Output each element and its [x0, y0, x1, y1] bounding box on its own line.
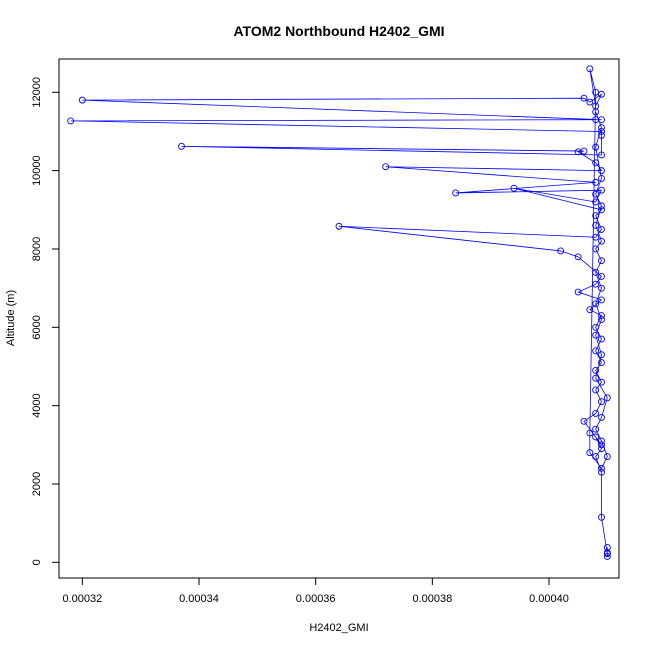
data-point: [598, 186, 605, 194]
y-tick-label: 0: [31, 559, 43, 565]
data-point: [592, 222, 600, 229]
x-tick-label: 0.00034: [179, 593, 219, 605]
data-point: [592, 245, 600, 253]
data-point: [598, 445, 605, 453]
data-point: [598, 312, 605, 320]
data-point: [592, 108, 600, 116]
data-point: [586, 98, 594, 106]
data-point: [592, 198, 600, 206]
data-point: [580, 147, 588, 155]
data-point: [574, 288, 582, 296]
data-point: [592, 143, 600, 151]
data-point: [592, 269, 600, 276]
data-point: [598, 151, 605, 159]
data-point: [598, 296, 605, 304]
chart-title: ATOM2 Northbound H2402_GMI: [233, 23, 444, 39]
data-point: [603, 550, 611, 558]
x-tick-label: 0.00032: [62, 593, 102, 605]
data-point: [586, 306, 594, 314]
data-point: [335, 222, 343, 230]
y-tick-label: 8000: [31, 237, 43, 261]
data-point: [598, 398, 605, 406]
data-point: [592, 386, 600, 394]
data-point: [592, 300, 600, 308]
data-point: [598, 131, 605, 139]
data-point: [598, 413, 605, 421]
data-point: [603, 394, 611, 402]
data-point: [580, 94, 588, 102]
series-line: [70, 68, 608, 557]
data-point: [598, 468, 605, 476]
data-point: [598, 237, 605, 245]
data-point: [598, 378, 605, 386]
data-point: [598, 116, 605, 124]
x-axis: 0.00032 0.00034 0.00036 0.00038 0.00040: [62, 577, 569, 605]
data-point: [598, 437, 605, 445]
data-point: [510, 184, 518, 192]
data-point: [592, 374, 600, 382]
data-point: [592, 280, 600, 288]
y-axis: 0 2000 4000 6000 8000 10000 12000: [31, 77, 60, 565]
x-tick-label: 0.00040: [529, 593, 569, 605]
data-point: [178, 142, 185, 150]
data-point: [598, 202, 605, 210]
data-point: [598, 175, 605, 182]
y-tick-label: 2000: [31, 472, 43, 496]
data-point: [598, 124, 605, 131]
data-point: [598, 316, 605, 323]
data-point: [598, 351, 605, 359]
data-point: [592, 88, 600, 96]
y-tick-label: 12000: [31, 77, 43, 108]
data-point: [598, 257, 605, 265]
data-point: [598, 206, 605, 214]
data-point: [598, 272, 605, 280]
x-tick-label: 0.00038: [412, 593, 452, 605]
data-point: [592, 323, 600, 331]
data-point: [592, 453, 600, 461]
data-point: [592, 178, 600, 186]
y-axis-label: Altitude (m): [5, 290, 17, 346]
data-point: [452, 189, 460, 197]
data-point: [598, 359, 605, 367]
data-point: [592, 159, 600, 167]
data-point: [592, 366, 600, 374]
data-point: [598, 128, 605, 135]
data-point: [557, 247, 565, 255]
data-point: [592, 347, 600, 355]
data-point: [592, 331, 600, 339]
data-point: [586, 449, 594, 457]
x-axis-label: H2402_GMI: [309, 622, 368, 634]
data-point: [580, 417, 588, 425]
data-point: [598, 284, 605, 292]
data-point: [603, 453, 611, 461]
data-point: [67, 117, 75, 125]
data-point: [598, 513, 605, 521]
data-point: [592, 433, 600, 441]
data-point: [592, 425, 600, 433]
data-point: [598, 225, 605, 233]
data-point: [598, 464, 605, 472]
data-point: [574, 253, 582, 261]
plot-frame: [58, 58, 620, 579]
data-point: [592, 410, 600, 417]
data-point: [592, 212, 600, 220]
data-point: [382, 163, 390, 171]
data-point: [78, 96, 86, 104]
data-point: [598, 441, 605, 449]
series-layer: [67, 65, 611, 560]
data-point: [603, 553, 611, 560]
data-point: [598, 167, 605, 175]
y-tick-label: 10000: [31, 155, 43, 186]
data-point: [592, 190, 600, 198]
y-tick-label: 4000: [31, 393, 43, 417]
data-point: [586, 65, 594, 73]
data-point: [586, 429, 594, 437]
data-point: [592, 233, 600, 241]
y-tick-label: 6000: [31, 315, 43, 339]
data-point: [598, 335, 605, 343]
x-tick-label: 0.00036: [296, 593, 336, 605]
